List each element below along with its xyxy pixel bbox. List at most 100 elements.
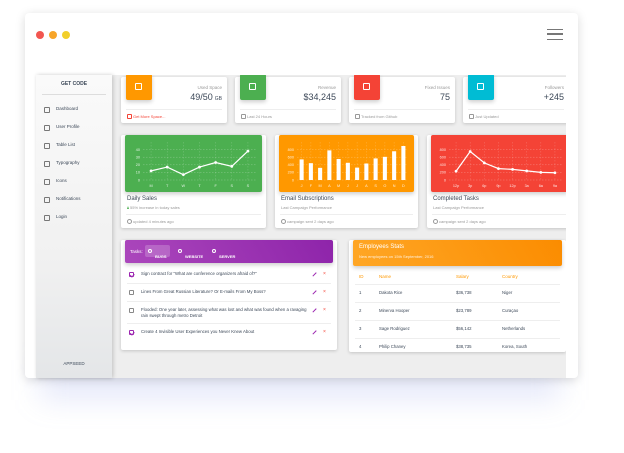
icon-glyph — [363, 83, 370, 90]
nav-item[interactable]: Login — [40, 213, 108, 222]
chart-subtitle: 55% increase in today sales — [127, 205, 180, 210]
y-tick-label: 600 — [288, 156, 294, 160]
bar — [392, 151, 397, 180]
table-cell: Minerva Hooper — [379, 308, 410, 313]
remove-button[interactable]: × — [323, 307, 326, 313]
remove-button[interactable]: × — [323, 271, 326, 277]
checkbox[interactable] — [129, 290, 134, 295]
nav-item[interactable]: Dashboard — [40, 105, 108, 114]
stat-footer[interactable]: Get More Space... — [133, 113, 166, 119]
x-tick-label: 3p — [468, 184, 472, 188]
y-tick-label: 0 — [138, 178, 140, 182]
x-tick-label: T — [166, 184, 169, 188]
nav-label: Dashboard — [56, 106, 79, 111]
stat-number: +245 — [543, 92, 564, 102]
close-dot[interactable] — [36, 31, 44, 39]
chart-card: 0 200 400 600 800 12p 3p 6p 9p 12p 3a 6a 9a Completed… — [427, 135, 566, 228]
checkbox[interactable] — [129, 330, 135, 335]
line — [455, 150, 555, 174]
icon-glyph — [249, 83, 256, 90]
icon-glyph — [135, 83, 142, 90]
chart-card: 0 200 400 600 800 J F M A M J J A S O N D Email Subscript… — [275, 135, 418, 228]
y-tick-label: 400 — [440, 163, 446, 167]
tab[interactable]: BUGS — [145, 245, 170, 259]
x-tick-label: 9p — [496, 184, 500, 188]
nav-item[interactable]: Icons — [40, 177, 108, 186]
chart: 0 200 400 600 800 12p 3p 6p 9p 12p 3a 6a 9a — [440, 142, 562, 188]
minimize-dot[interactable] — [49, 31, 57, 39]
divider — [432, 214, 566, 215]
chart-footer: updated 4 minutes ago — [133, 218, 174, 224]
stat-label: Used Space — [197, 85, 222, 90]
point — [149, 169, 153, 173]
nav-item[interactable]: User Profile — [40, 123, 108, 132]
x-tick-label: W — [182, 184, 186, 188]
chart: 0 200 400 600 800 J F M A M J J A S O N D — [288, 142, 408, 188]
employees-subtitle: New employees on 15th September, 2016 — [359, 254, 434, 259]
x-tick-label: M — [319, 184, 322, 188]
remove-button[interactable]: × — [323, 329, 326, 335]
menu-button[interactable] — [547, 29, 563, 40]
maximize-dot[interactable] — [62, 31, 70, 39]
divider — [355, 320, 560, 321]
tab-icon — [178, 248, 182, 253]
task-text: Flooded: One year later, assessing what … — [141, 307, 307, 318]
x-tick-label: 9a — [553, 184, 558, 188]
edit-button[interactable] — [312, 308, 317, 313]
nav-icon — [44, 143, 50, 149]
table-cell: Sage Rodriguez — [379, 326, 410, 331]
checkbox[interactable] — [129, 272, 135, 277]
clock-icon — [127, 219, 132, 224]
table-cell: $36,738 — [456, 290, 472, 295]
nav-item[interactable]: Table List — [40, 141, 108, 150]
point — [246, 149, 250, 153]
nav-label: Typography — [56, 160, 80, 165]
bar — [364, 163, 369, 180]
stat-unit: GB — [214, 96, 222, 102]
tasks-header: Tasks: BUGS WEBSITE SERVER — [125, 240, 333, 263]
edit-button[interactable] — [312, 290, 317, 295]
chart-subtitle: Last Campaign Performance — [281, 205, 332, 210]
column-header: Country — [502, 274, 518, 279]
y-tick-label: 20 — [136, 163, 140, 167]
x-tick-label: F — [310, 184, 313, 188]
x-tick-label: 6a — [539, 184, 544, 188]
nav-label: Icons — [56, 178, 67, 183]
divider — [42, 94, 106, 95]
point — [497, 167, 500, 170]
chart-header: 0 200 400 600 800 J F M A M J J A S O N D — [279, 135, 414, 192]
tab-label: SERVER — [219, 254, 236, 259]
footer-icon — [469, 114, 474, 119]
remove-button[interactable]: × — [323, 289, 326, 295]
checkbox[interactable] — [129, 308, 134, 313]
table-cell: Dakota Rice — [379, 290, 403, 295]
stat-footer: Just Updated — [475, 113, 499, 119]
tab-label: WEBSITE — [185, 254, 204, 259]
footer-icon — [355, 114, 360, 119]
divider — [127, 301, 331, 302]
stat-value: 49/50 GB — [190, 92, 222, 102]
nav-item[interactable]: Typography — [40, 159, 108, 168]
y-tick-label: 800 — [440, 148, 446, 152]
y-tick-label: 0 — [292, 178, 294, 182]
y-tick-label: 30 — [136, 156, 140, 160]
bar — [327, 150, 332, 180]
bar — [355, 167, 360, 180]
bar — [345, 162, 350, 180]
checkmark — [130, 330, 135, 335]
tab[interactable]: WEBSITE — [175, 245, 206, 259]
edit-button[interactable] — [312, 272, 317, 277]
nav-item[interactable]: Notifications — [40, 195, 108, 204]
point — [482, 161, 486, 165]
y-tick-label: 200 — [288, 171, 294, 175]
point — [468, 150, 472, 153]
icon-glyph — [477, 83, 484, 90]
brand[interactable]: GET CODE — [60, 81, 88, 87]
edit-button[interactable] — [312, 330, 317, 335]
chart-title: Email Subscriptions — [281, 196, 334, 202]
tab[interactable]: SERVER — [209, 245, 238, 259]
subtitle-text: 55% increase in today sales — [130, 205, 180, 210]
chart-header: 0 200 400 600 800 12p 3p 6p 9p 12p 3a 6a 9a — [431, 135, 566, 192]
x-tick-label: J — [356, 184, 358, 188]
